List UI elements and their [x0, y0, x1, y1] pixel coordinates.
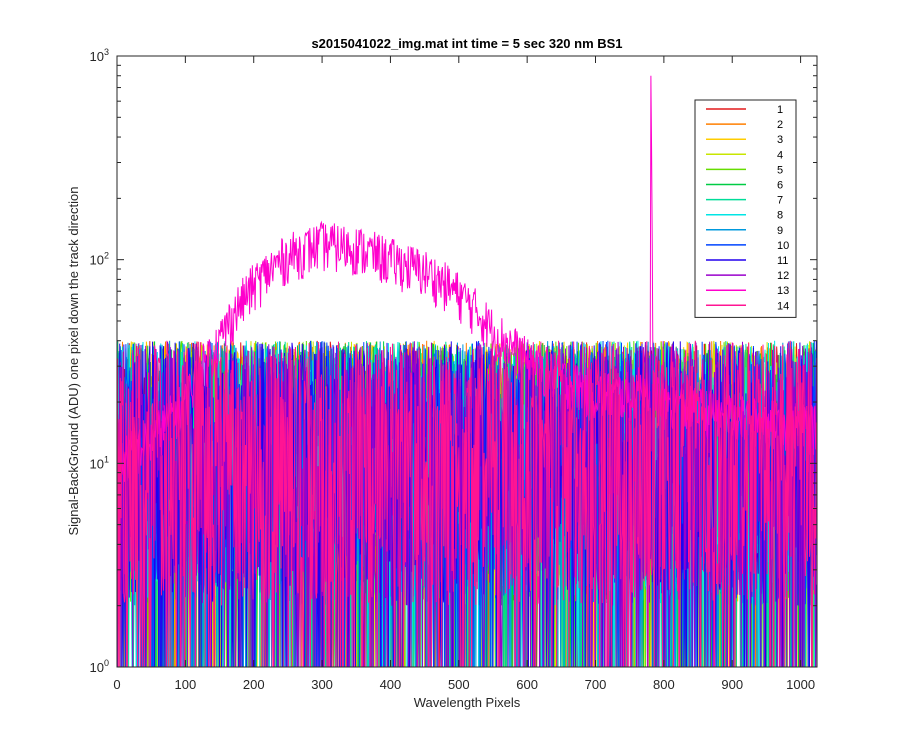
legend-label-1: 1: [777, 104, 783, 116]
y-tick-label: 102: [90, 251, 109, 268]
y-tick-label: 101: [90, 454, 109, 471]
series-layer: [117, 75, 817, 667]
legend-box: [694, 99, 797, 318]
x-tick-label: 300: [311, 677, 333, 692]
legend-label-4: 4: [777, 149, 783, 161]
legend-label-6: 6: [777, 180, 783, 192]
x-tick-label: 200: [243, 677, 265, 692]
legend-label-8: 8: [777, 210, 783, 222]
x-tick-label: 600: [516, 677, 538, 692]
x-tick-label: 500: [448, 677, 470, 692]
legend-label-5: 5: [777, 164, 783, 176]
chart-title: s2015041022_img.mat int time = 5 sec 320…: [311, 36, 622, 51]
x-tick-label: 900: [721, 677, 743, 692]
x-tick-label: 400: [380, 677, 402, 692]
x-axis: 0 100 200 300 400 500 600 700 800 900 1000: [113, 56, 815, 692]
legend-label-13: 13: [777, 285, 789, 297]
series-line-13: [117, 75, 817, 482]
x-tick-label: 100: [175, 677, 197, 692]
y-axis-label: Signal-BackGround (ADU) one pixel down t…: [66, 186, 81, 535]
y-tick-label: 100: [90, 658, 109, 675]
x-tick-label: 700: [585, 677, 607, 692]
x-tick-label: 1000: [786, 677, 815, 692]
legend-label-10: 10: [777, 240, 789, 252]
legend-label-3: 3: [777, 134, 783, 146]
series-line-14: [117, 340, 817, 667]
legend-label-2: 2: [777, 119, 783, 131]
axes-box: [116, 55, 818, 668]
legend-label-14: 14: [777, 300, 789, 312]
x-tick-label: 0: [113, 677, 120, 692]
legend-label-7: 7: [777, 195, 783, 207]
legend-label-12: 12: [777, 270, 789, 282]
legend-label-11: 11: [777, 255, 788, 267]
y-tick-label: 103: [90, 47, 109, 64]
x-axis-label: Wavelength Pixels: [414, 695, 521, 710]
x-tick-label: 800: [653, 677, 675, 692]
legend-label-9: 9: [777, 225, 783, 237]
